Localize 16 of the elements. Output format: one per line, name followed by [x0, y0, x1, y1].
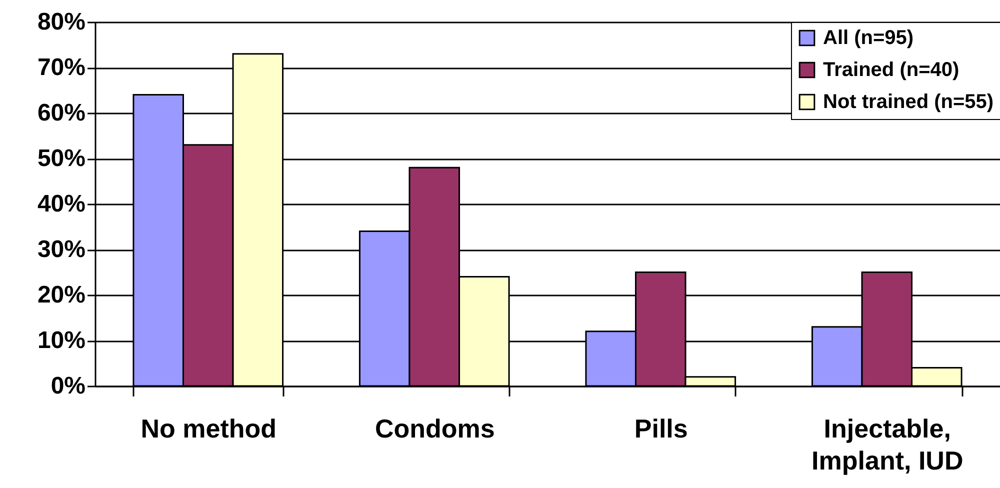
y-tick-label: 30% [37, 236, 86, 263]
x-tick-label: Injectable, Implant, IUD [812, 414, 964, 476]
legend-label: Trained (n=40) [823, 59, 960, 81]
x-tick-label: Condoms [374, 414, 495, 444]
y-tick-label: 50% [37, 145, 86, 172]
x-tick-label: No method [140, 414, 277, 444]
y-tick-label: 70% [37, 54, 86, 81]
y-tick-label: 40% [37, 190, 86, 218]
legend-label: All (n=95) [823, 27, 914, 49]
y-tick-label: 80% [37, 8, 86, 36]
y-tick-label: 20% [37, 282, 86, 308]
x-tick-label: Pills [634, 414, 688, 444]
y-tick-label: 60% [37, 100, 86, 126]
legend-label: Not trained (n=55) [823, 91, 994, 113]
y-tick-label: 10% [37, 327, 86, 354]
y-tick-label: 0% [50, 372, 86, 400]
